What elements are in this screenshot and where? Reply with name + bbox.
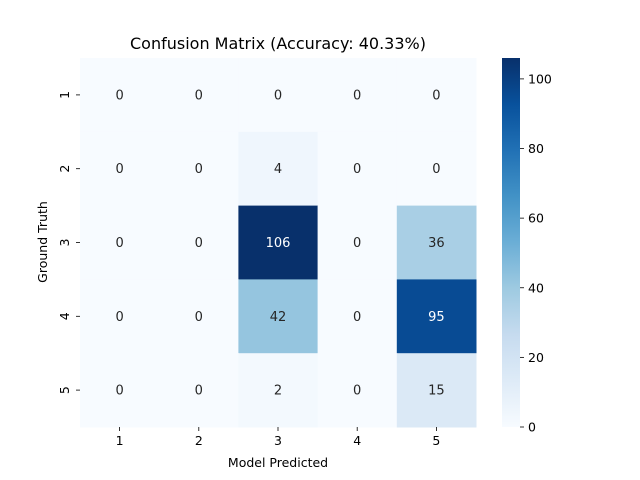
heatmap-cell-label: 36 (428, 236, 445, 251)
heatmap-cell (80, 205, 160, 280)
colorbar-tick-label: 40 (528, 280, 544, 295)
heatmap-cell (159, 58, 239, 133)
x-tick-label: 5 (432, 433, 440, 448)
x-axis-ticks: 1 2 3 4 5 (116, 427, 440, 448)
heatmap-cell-label: 0 (195, 310, 203, 325)
colorbar (502, 58, 520, 427)
colorbar-tick-label: 0 (528, 420, 536, 435)
heatmap-cell (159, 353, 239, 428)
y-axis-label: Ground Truth (35, 201, 50, 283)
heatmap-cell (317, 279, 398, 354)
heatmap-cell-label: 0 (115, 384, 123, 399)
heatmap-cell-label: 0 (115, 236, 123, 251)
x-tick-label: 3 (274, 433, 282, 448)
heatmap-cell (238, 279, 319, 354)
heatmap-cell (317, 58, 398, 133)
heatmap-cell (396, 131, 477, 207)
heatmap-cell-labels: 0 0 0 0 0 0 0 4 0 0 0 0 106 0 36 0 0 42 0 95 0 0 2 0 15 (115, 88, 444, 398)
heatmap-cell (238, 353, 319, 428)
heatmap-cell-label: 0 (432, 88, 440, 103)
y-tick-label: 3 (57, 239, 72, 247)
heatmap-cell-label: 0 (115, 88, 123, 103)
heatmap-cell-label: 0 (195, 88, 203, 103)
heatmap-cells (80, 58, 477, 428)
heatmap-cell-label: 0 (274, 88, 282, 103)
x-axis-label: Model Predicted (228, 455, 328, 470)
x-tick-label: 4 (353, 433, 361, 448)
y-tick-label: 5 (57, 386, 72, 394)
heatmap-cell-label: 106 (266, 236, 291, 251)
heatmap-cell-label: 0 (353, 310, 361, 325)
heatmap-cell (80, 58, 160, 133)
heatmap-cell-label: 0 (353, 88, 361, 103)
heatmap-cell-label: 15 (428, 384, 445, 399)
heatmap-cell (396, 279, 477, 354)
heatmap-cell (396, 353, 477, 428)
colorbar-tick-label: 20 (528, 350, 544, 365)
heatmap-cell (159, 205, 239, 280)
heatmap-cell (159, 131, 239, 207)
colorbar-tick-label: 100 (528, 71, 552, 86)
heatmap-cell-label: 0 (353, 384, 361, 399)
y-axis-ticks: 1 2 3 4 5 (57, 91, 80, 394)
heatmap-cell-label: 0 (353, 162, 361, 177)
heatmap-cell-label: 0 (115, 310, 123, 325)
heatmap-cell (317, 131, 398, 207)
heatmap-cell-label: 2 (274, 384, 282, 399)
heatmap-cell-label: 0 (432, 162, 440, 177)
colorbar-tick-label: 60 (528, 211, 544, 226)
heatmap-cell (238, 205, 319, 280)
y-tick-label: 2 (57, 165, 72, 173)
heatmap-cell (159, 279, 239, 354)
heatmap-cell-label: 4 (274, 162, 282, 177)
y-tick-label: 4 (57, 312, 72, 320)
heatmap-cell-label: 42 (270, 310, 287, 325)
heatmap-cell (238, 58, 319, 133)
x-tick-label: 2 (195, 433, 203, 448)
heatmap-cell (396, 58, 477, 133)
colorbar-ticks: 0 20 40 60 80 100 (520, 71, 552, 435)
chart-title: Confusion Matrix (Accuracy: 40.33%) (130, 34, 426, 53)
heatmap-cell-label: 95 (428, 310, 445, 325)
heatmap-cell-label: 0 (195, 162, 203, 177)
heatmap-cell-label: 0 (115, 162, 123, 177)
heatmap-cell (317, 205, 398, 280)
heatmap-cell (396, 205, 477, 280)
heatmap-cell-label: 0 (195, 384, 203, 399)
colorbar-tick-label: 80 (528, 141, 544, 156)
x-tick-label: 1 (116, 433, 124, 448)
heatmap-cell (80, 353, 160, 428)
y-tick-label: 1 (57, 91, 72, 99)
heatmap-cell (80, 131, 160, 207)
heatmap-cell (80, 279, 160, 354)
heatmap-cell (238, 131, 319, 207)
heatmap-cell-label: 0 (353, 236, 361, 251)
heatmap-cell-label: 0 (195, 236, 203, 251)
heatmap-cell (317, 353, 398, 428)
